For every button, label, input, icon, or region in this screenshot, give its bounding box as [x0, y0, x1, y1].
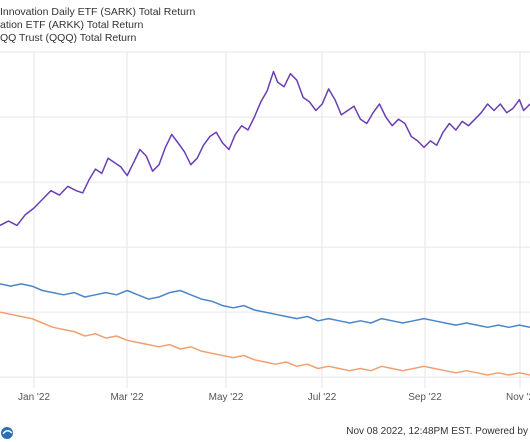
x-tick-label-3: Jul '22 [308, 392, 337, 403]
legend-item-arkk: ation ETF (ARKK) Total Return [0, 19, 530, 32]
x-tick-label-2: May '22 [209, 392, 244, 403]
x-tick-label-1: Mar '22 [110, 392, 143, 403]
legend-label-qqq: QQ Trust (QQQ) Total Return [0, 32, 137, 44]
footer-timestamp: Nov 08 2022, 12:48PM EST. Powered by [346, 426, 528, 437]
x-tick-label-5: Nov '2 [506, 392, 530, 403]
legend-item-qqq: QQ Trust (QQQ) Total Return [0, 32, 530, 45]
x-tick-label-0: Jan '22 [18, 392, 50, 403]
series-line-0 [0, 70, 530, 227]
series-line-1 [0, 283, 530, 329]
legend-label-arkk: ation ETF (ARKK) Total Return [0, 19, 144, 31]
legend-label-sark: Innovation Daily ETF (SARK) Total Return [0, 6, 196, 18]
x-tick-label-4: Sep '22 [408, 392, 442, 403]
ycharts-logo-icon [1, 427, 13, 439]
series-line-2 [0, 311, 530, 376]
legend-item-sark: Innovation Daily ETF (SARK) Total Return [0, 6, 530, 19]
grid [0, 51, 530, 388]
x-axis: Jan '22 Mar '22 May '22 Jul '22 Sep '22 Nov '… [18, 392, 530, 403]
series-layer [0, 70, 530, 376]
footer: Nov 08 2022, 12:48PM EST. Powered by [0, 424, 530, 442]
legend: Innovation Daily ETF (SARK) Total Return… [0, 6, 530, 45]
